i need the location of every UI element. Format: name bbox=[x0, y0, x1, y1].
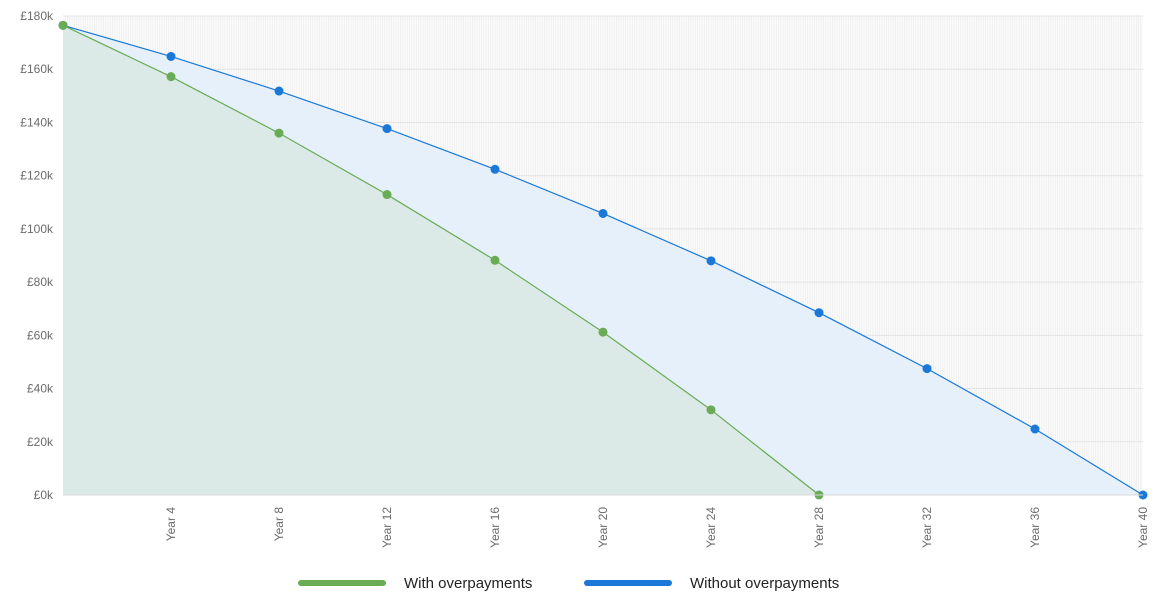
chart-legend: With overpayments Without overpayments bbox=[0, 568, 1167, 598]
legend-swatch-without-overpayments bbox=[584, 580, 672, 586]
y-tick-label: £140k bbox=[20, 115, 54, 129]
point-without-overpayments[interactable] bbox=[706, 256, 716, 266]
point-with-overpayments[interactable] bbox=[598, 327, 608, 337]
line-with-overpayments bbox=[62, 24, 820, 496]
series-areas bbox=[63, 25, 1143, 496]
x-tick-label: Year 24 bbox=[704, 507, 718, 548]
legend-item-with-overpayments[interactable]: With overpayments bbox=[298, 568, 532, 598]
y-tick-label: £80k bbox=[27, 275, 54, 289]
point-with-overpayments[interactable] bbox=[490, 255, 500, 265]
y-tick-label: £0k bbox=[34, 488, 54, 502]
legend-item-without-overpayments[interactable]: Without overpayments bbox=[584, 568, 839, 598]
point-with-overpayments[interactable] bbox=[166, 72, 176, 82]
point-without-overpayments[interactable] bbox=[922, 364, 932, 374]
point-with-overpayments[interactable] bbox=[58, 20, 68, 30]
point-without-overpayments[interactable] bbox=[598, 208, 608, 218]
x-tick-label: Year 16 bbox=[488, 507, 502, 548]
legend-label-without-overpayments: Without overpayments bbox=[690, 574, 840, 592]
point-without-overpayments[interactable] bbox=[490, 164, 500, 174]
point-with-overpayments[interactable] bbox=[382, 190, 392, 200]
x-tick-label: Year 32 bbox=[920, 507, 934, 548]
x-tick-label: Year 20 bbox=[596, 507, 610, 548]
y-tick-label: £100k bbox=[20, 222, 54, 236]
series-points bbox=[58, 20, 1148, 500]
x-tick-label: Year 12 bbox=[380, 507, 394, 548]
area-with-overpayments bbox=[63, 25, 819, 496]
y-tick-label: £20k bbox=[27, 435, 54, 449]
point-with-overpayments[interactable] bbox=[274, 128, 284, 138]
legend-label-with-overpayments: With overpayments bbox=[404, 574, 533, 592]
x-tick-label: Year 40 bbox=[1136, 507, 1150, 548]
y-axis: £0k £20k £40k £60k £80k £100k £120k £140k £160k £… bbox=[20, 9, 54, 502]
point-without-overpayments[interactable] bbox=[382, 124, 392, 134]
x-axis: Year 4 Year 8 Year 12 Year 16 Year 20 Year 24… bbox=[63, 494, 1150, 548]
y-tick-label: £60k bbox=[27, 328, 54, 342]
legend-swatch-with-overpayments bbox=[298, 580, 386, 586]
point-without-overpayments[interactable] bbox=[274, 86, 284, 96]
point-with-overpayments[interactable] bbox=[706, 405, 716, 415]
x-tick-label: Year 36 bbox=[1028, 507, 1042, 548]
y-tick-label: £160k bbox=[20, 62, 54, 76]
point-without-overpayments[interactable] bbox=[166, 51, 176, 61]
point-without-overpayments[interactable] bbox=[1030, 424, 1040, 434]
y-tick-label: £120k bbox=[20, 169, 54, 183]
x-tick-label: Year 28 bbox=[812, 507, 826, 548]
y-tick-label: £40k bbox=[27, 382, 54, 396]
mortgage-balance-chart: £0k £20k £40k £60k £80k £100k £120k £140k £160k £… bbox=[20, 9, 1150, 548]
x-tick-label: Year 4 bbox=[164, 507, 178, 542]
x-tick-label: Year 8 bbox=[272, 507, 286, 542]
y-tick-label: £180k bbox=[20, 9, 54, 23]
point-without-overpayments[interactable] bbox=[814, 308, 824, 318]
